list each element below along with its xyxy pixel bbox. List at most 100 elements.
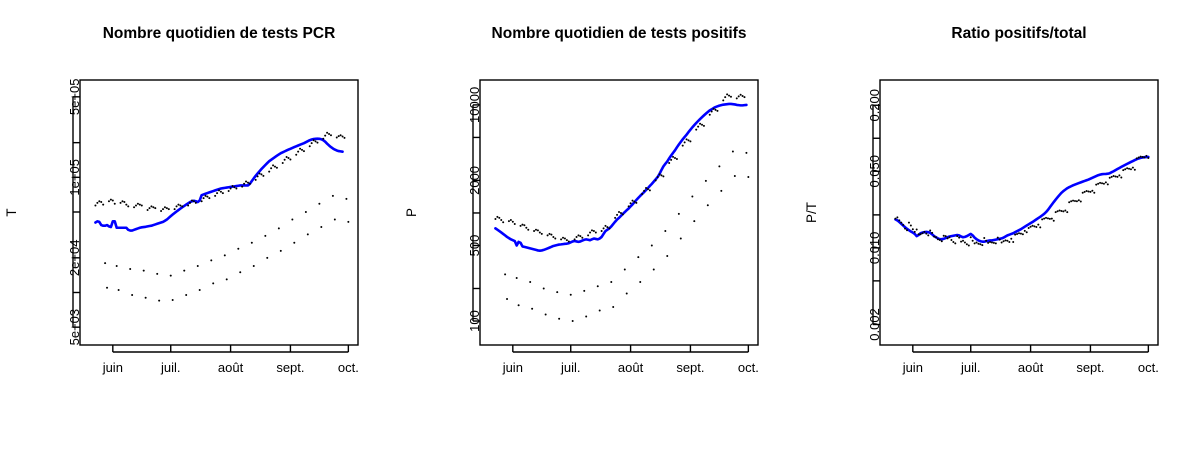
data-point [581, 236, 584, 239]
data-point [608, 227, 611, 230]
data-point [575, 235, 578, 238]
data-point [1056, 210, 1059, 213]
data-point [906, 229, 909, 232]
series-line [494, 102, 748, 252]
data-point [1021, 233, 1024, 236]
data-point [185, 294, 188, 297]
data-point [1010, 237, 1013, 240]
data-point [1135, 157, 1138, 160]
data-point [656, 176, 659, 179]
data-point [1077, 199, 1080, 202]
data-point [602, 227, 605, 230]
data-point [954, 242, 957, 245]
data-point [577, 234, 580, 237]
data-point [938, 238, 941, 241]
data-point [637, 256, 640, 259]
data-point [1141, 156, 1144, 159]
data-point [115, 264, 118, 267]
data-point [633, 200, 636, 203]
data-point [675, 157, 678, 160]
data-point [975, 241, 978, 244]
data-point [944, 235, 947, 238]
data-point [909, 224, 912, 227]
data-point [498, 216, 501, 219]
data-point [670, 158, 673, 161]
data-point [737, 95, 740, 98]
data-point [996, 236, 999, 239]
data-point [1050, 217, 1053, 220]
x-tick-label: août [1018, 360, 1044, 375]
data-point [917, 233, 920, 236]
data-point [587, 234, 590, 237]
y-tick-label: 2e+04 [67, 240, 82, 277]
x-tick-label: juil. [560, 360, 581, 375]
y-tick-label: 0.002 [867, 308, 882, 341]
data-point [621, 213, 624, 216]
data-point [1089, 190, 1092, 193]
data-point [225, 278, 228, 281]
data-point [127, 205, 130, 208]
data-point [314, 140, 317, 143]
data-point [138, 203, 141, 206]
data-point [896, 216, 899, 219]
y-tick-label: 5e+05 [67, 79, 82, 116]
data-point [998, 238, 1001, 241]
data-point [190, 199, 193, 202]
data-point [283, 158, 286, 161]
data-point [579, 235, 582, 238]
data-point [254, 178, 257, 181]
data-point [919, 233, 922, 236]
x-tick-label: juil. [160, 360, 181, 375]
data-point [519, 224, 522, 227]
data-point [272, 164, 275, 167]
data-point [515, 277, 518, 280]
x-tick-label: oct. [738, 360, 759, 375]
data-point [662, 175, 665, 178]
data-point [318, 202, 321, 205]
data-point [308, 145, 311, 148]
data-point [328, 132, 331, 135]
data-point [152, 206, 155, 209]
x-tick-label: sept. [676, 360, 704, 375]
data-point [558, 317, 561, 320]
data-point [245, 180, 248, 183]
data-point [322, 137, 325, 140]
data-point [925, 232, 928, 235]
data-point [904, 227, 907, 230]
data-point [704, 179, 707, 182]
data-point [1085, 190, 1088, 193]
data-point [98, 200, 101, 203]
data-point [610, 280, 613, 283]
data-point [258, 172, 261, 175]
data-point [173, 208, 176, 211]
data-point [931, 231, 934, 234]
data-point [175, 205, 178, 208]
data-point [963, 241, 966, 244]
data-point [1027, 226, 1030, 229]
data-point [1012, 241, 1015, 244]
y-tick-label: 5e+03 [67, 309, 82, 346]
data-point [494, 217, 497, 220]
data-point [648, 189, 651, 192]
data-point [506, 297, 509, 300]
data-point [940, 240, 943, 243]
data-point [604, 224, 607, 227]
data-layer [494, 93, 750, 323]
data-point [1048, 217, 1051, 220]
data-point [527, 228, 530, 231]
data-point [554, 237, 557, 240]
x-tick-label: août [218, 360, 244, 375]
data-point [183, 269, 186, 272]
data-point [556, 291, 559, 294]
data-point [102, 203, 105, 206]
data-point [660, 174, 663, 177]
data-point [277, 227, 280, 230]
data-point [598, 309, 601, 312]
data-point [631, 199, 634, 202]
data-point [990, 241, 993, 244]
data-point [1019, 232, 1022, 235]
data-point [1116, 175, 1119, 178]
data-point [693, 220, 696, 223]
data-point [1002, 240, 1005, 243]
data-point [1118, 174, 1121, 177]
